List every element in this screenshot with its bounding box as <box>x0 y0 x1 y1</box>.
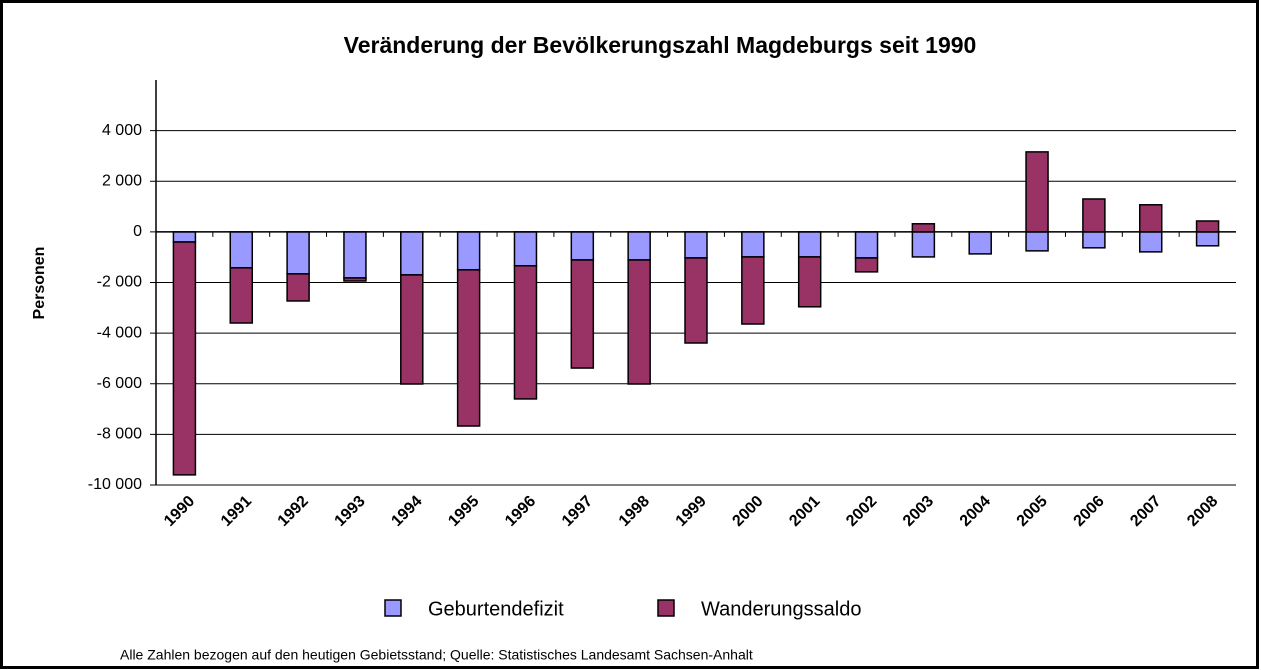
bar <box>513 231 538 267</box>
bar <box>343 231 367 279</box>
bar <box>1082 198 1106 233</box>
bar <box>456 231 481 271</box>
footnote: Alle Zahlen bezogen auf den heutigen Geb… <box>120 647 753 663</box>
bar <box>797 231 822 258</box>
legend-label: Wanderungssaldo <box>701 598 861 620</box>
bar <box>1025 151 1049 233</box>
bar <box>229 267 254 324</box>
bar <box>911 231 936 258</box>
y-tick-label: 4 000 <box>102 122 142 139</box>
legend-label: Geburtendefizit <box>428 598 564 620</box>
bar <box>286 231 310 275</box>
bar <box>968 231 992 255</box>
legend-swatch <box>384 599 402 617</box>
y-tick-label: 2 000 <box>102 172 142 189</box>
y-tick-label: -2 000 <box>97 274 142 291</box>
bar <box>1138 231 1163 253</box>
y-axis-label: Personen <box>31 247 48 320</box>
bar <box>741 256 765 325</box>
bar <box>229 231 254 269</box>
bar <box>456 269 481 427</box>
bar <box>513 265 538 400</box>
bar <box>400 231 424 276</box>
bar <box>684 257 708 344</box>
bar <box>627 231 651 261</box>
y-tick-label: -6 000 <box>97 375 142 392</box>
bar <box>741 231 765 258</box>
bar <box>1195 231 1220 247</box>
bar <box>343 277 367 282</box>
y-tick-label: -8 000 <box>97 426 142 443</box>
chart-title: Veränderung der Bevölkerungszahl Magdebu… <box>344 32 977 58</box>
bar <box>627 259 651 385</box>
bar <box>1082 231 1106 249</box>
bar <box>1195 220 1220 233</box>
bar <box>172 241 197 476</box>
bar <box>400 274 424 385</box>
y-tick-label: -10 000 <box>88 476 142 493</box>
legend-swatch <box>657 599 675 617</box>
bar <box>172 231 197 243</box>
bar <box>684 231 708 259</box>
bar <box>1025 231 1049 252</box>
bar <box>797 256 822 308</box>
bar <box>570 259 595 369</box>
y-tick-label: -4 000 <box>97 324 142 341</box>
bar <box>854 231 879 259</box>
bar <box>854 257 879 273</box>
bar <box>286 273 310 302</box>
bar <box>1138 204 1163 233</box>
y-tick-label: 0 <box>133 223 142 240</box>
bar <box>570 231 595 261</box>
bar <box>911 223 936 233</box>
